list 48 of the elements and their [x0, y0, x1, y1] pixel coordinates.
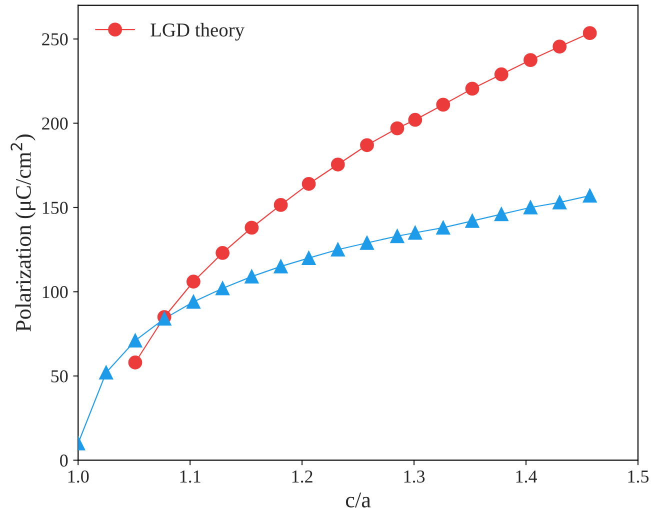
y-tick-label: 100	[42, 286, 68, 298]
point	[216, 281, 230, 296]
point	[552, 40, 567, 54]
point	[330, 158, 345, 172]
point	[360, 138, 374, 152]
x-tick-label: 1.0	[68, 470, 89, 483]
y-tick-label: 150	[42, 202, 68, 214]
point	[436, 220, 450, 235]
point	[360, 236, 374, 250]
point	[494, 67, 508, 82]
point	[552, 195, 567, 210]
y-tick-label: 0	[60, 454, 68, 467]
point	[244, 220, 259, 235]
point	[582, 188, 597, 203]
x-tick-label: 1.5	[628, 470, 649, 483]
point	[408, 226, 422, 240]
legend-label: LGD theory	[150, 22, 244, 41]
point	[330, 242, 345, 257]
point	[524, 53, 538, 67]
y-tick-label: 200	[42, 117, 68, 130]
x-tick-label: 1.1	[180, 470, 200, 483]
point	[274, 198, 288, 212]
point	[244, 270, 259, 284]
point	[465, 82, 480, 96]
x-tick-label: 1.4	[516, 470, 538, 483]
x-tick-label: 1.2	[292, 470, 312, 483]
point	[216, 246, 230, 260]
point	[128, 356, 142, 370]
point	[274, 260, 288, 274]
y-axis-title: Polarization (μC/cm$^{2}$)	[10, 134, 36, 332]
point	[465, 214, 480, 228]
point	[99, 366, 114, 380]
point	[390, 121, 404, 136]
point	[436, 98, 450, 112]
x-axis-title: c/a	[346, 492, 371, 508]
y-tick-label: 50	[51, 370, 68, 382]
y-tick-label: 250	[42, 33, 68, 46]
point	[186, 294, 200, 309]
point	[494, 207, 508, 222]
point	[302, 251, 316, 265]
point	[390, 229, 404, 244]
point	[408, 112, 422, 127]
x-tick-label: 1.3	[404, 470, 425, 483]
point	[186, 274, 200, 289]
point	[524, 200, 538, 214]
point	[128, 334, 142, 348]
point	[582, 26, 597, 40]
point	[302, 176, 316, 191]
